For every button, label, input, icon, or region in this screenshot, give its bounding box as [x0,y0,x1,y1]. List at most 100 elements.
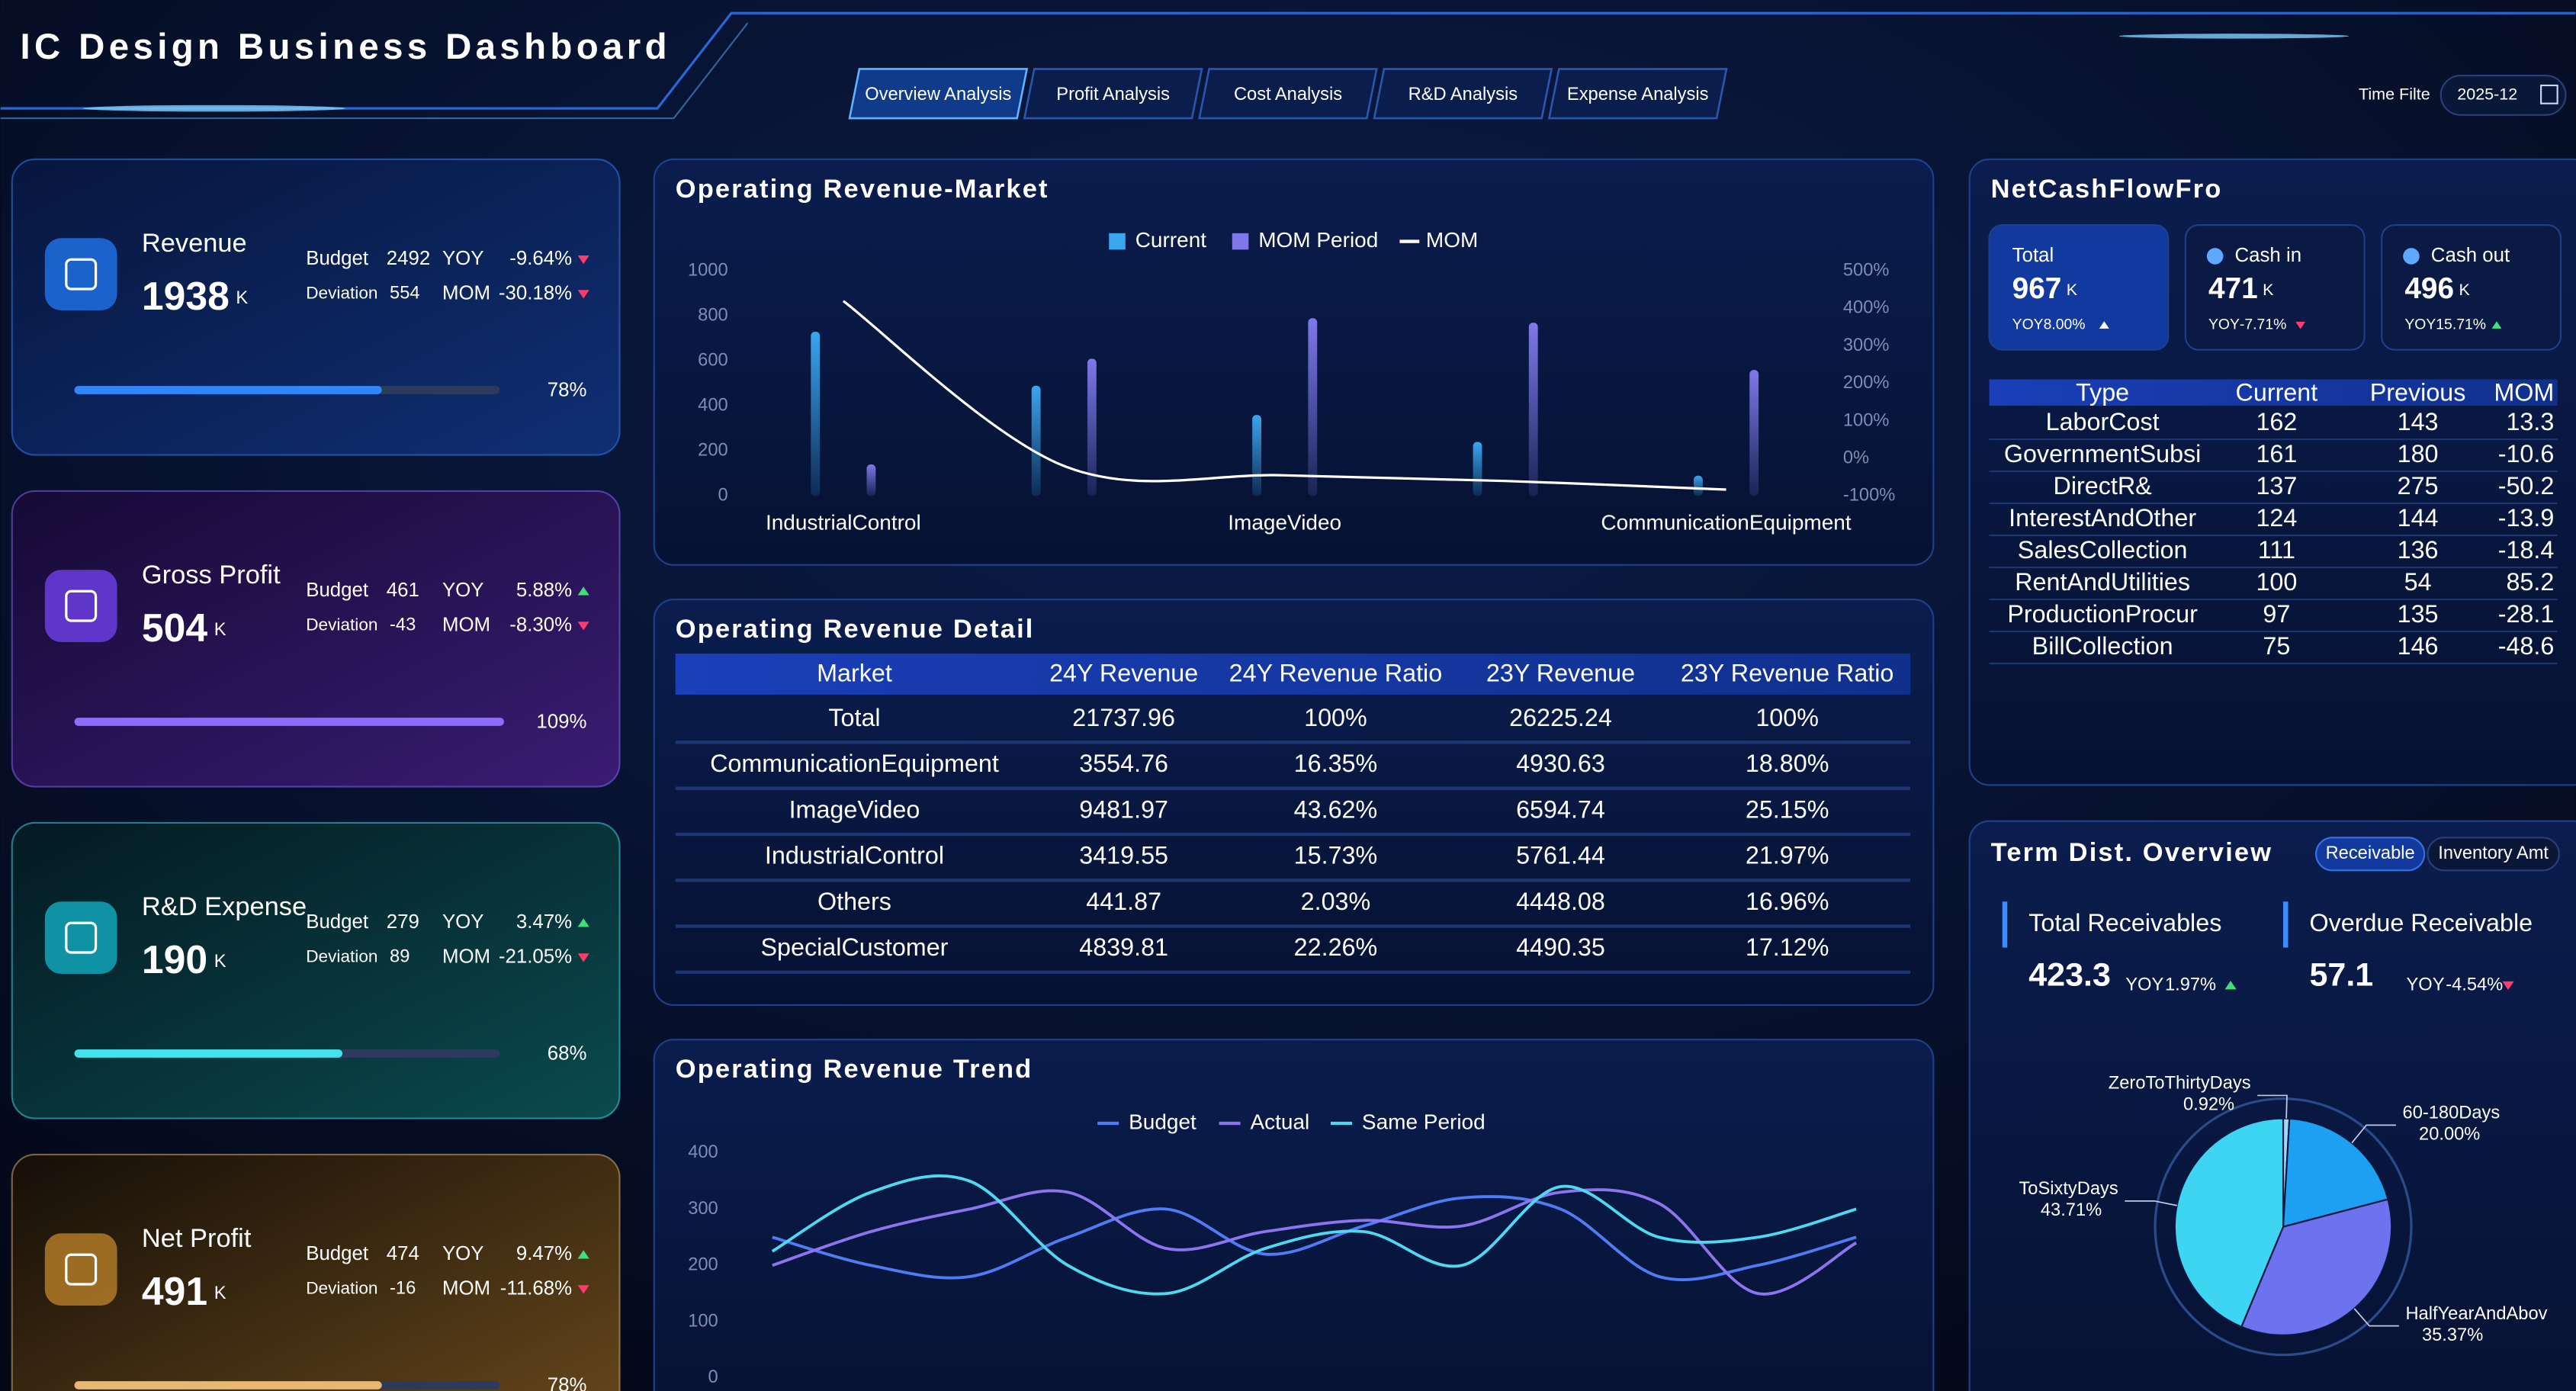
time-filter-value[interactable]: 2025-12 [2457,85,2517,104]
table-cell: 100% [1755,704,1819,731]
tab[interactable] [1198,68,1378,120]
table-cell: 54 [2404,568,2432,596]
kpi-icon-inner [65,589,98,622]
kpi-card [11,821,621,1120]
yoy-label: YOY [442,248,484,269]
progress-label: 78% [548,379,587,400]
down-arrow [577,255,589,265]
toggle-label[interactable]: Inventory Amt [2438,843,2549,863]
legend-swatch [1232,233,1249,250]
table-cell: 3554.76 [1079,750,1168,777]
budget-value: 279 [387,911,419,933]
deviation-label: Deviation [306,283,377,302]
y-tick-label: 100 [688,1311,718,1331]
legend-label: Actual [1250,1110,1309,1133]
table-cell: 85.2 [2506,568,2554,596]
x-tick-label: ImageVideo [1228,510,1341,534]
table-cell: 15.73% [1294,842,1378,869]
yoy-value: -7.71% [2240,316,2286,333]
table-cell: 146 [2398,632,2439,660]
y-tick-label: 600 [698,351,728,371]
tab-label[interactable]: Expense Analysis [1567,85,1709,104]
metric-label: Total Receivables [2028,909,2221,936]
mom-value: -11.68% [500,1277,572,1299]
pie-value-label: 35.37% [2422,1325,2483,1345]
table-cell: ProductionProcur [2007,600,2198,628]
kpi-unit: K [214,952,226,972]
panel [653,598,1935,1007]
toggle-label[interactable]: Receivable [2326,843,2415,863]
cash-unit: K [2459,281,2470,299]
pie-label: 60-180Days [2403,1103,2501,1123]
pie-value-label: 20.00% [2419,1125,2480,1145]
panel-title: Operating Revenue Trend [676,1055,1033,1084]
progress-label: 68% [548,1042,587,1064]
column-header: 23Y Revenue [1486,660,1635,687]
table-cell: 21737.96 [1072,704,1175,731]
yoy-label: YOY [2208,316,2240,333]
table-cell: 22.26% [1294,933,1378,961]
up-arrow [2099,321,2109,329]
time-filter-box[interactable] [2439,74,2567,116]
kpi-icon-inner [65,258,98,291]
bar [1031,385,1041,496]
table-cell: 21.97% [1746,842,1829,869]
tab[interactable] [1547,68,1728,120]
cash-card [1988,223,2170,351]
pie-label: ToSixtyDays [2019,1179,2118,1199]
panel-title: Operating Revenue-Market [676,175,1049,204]
tab-label[interactable]: Profit Analysis [1056,85,1170,104]
table-cell: 100 [2256,568,2297,596]
kpi-title: Gross Profit [142,561,281,589]
cash-value-number: 471 [2208,272,2258,305]
pie-leader [2257,1094,2288,1119]
budget-value: 474 [387,1243,419,1264]
panel-title: NetCashFlowFro [1991,175,2223,204]
cash-value-number: 496 [2404,272,2454,305]
calendar-icon [2540,84,2558,104]
budget-label: Budget [306,580,368,601]
tab-label[interactable]: Overview Analysis [865,85,1011,104]
kpi-unit: K [236,288,248,308]
yoy-value: 15.71% [2436,316,2486,333]
table-header [675,654,1911,695]
tab-label[interactable]: Cost Analysis [1234,85,1342,104]
tab[interactable] [1373,68,1553,120]
table-cell: -28.1 [2498,600,2555,628]
tab[interactable] [848,68,1029,120]
header-glow [2118,34,2350,39]
yoy-value: 8.00% [2044,316,2086,333]
table-cell: 162 [2256,408,2297,435]
bar [1694,475,1703,496]
toggle[interactable] [2427,837,2560,872]
down-arrow [2295,321,2306,329]
table-cell: RentAndUtilities [2015,568,2190,596]
mom-label: MOM [442,614,490,635]
kpi-card [11,158,621,456]
toggle[interactable] [2315,837,2426,872]
yoy-value: 3.47% [516,911,572,933]
yoy-label: YOY [442,911,484,933]
table-cell: -10.6 [2498,440,2555,467]
table-cell: CommunicationEquipment [710,750,999,777]
column-header: MOM [2494,378,2554,406]
tab-label[interactable]: R&D Analysis [1408,85,1518,104]
table-cell: 5761.44 [1516,842,1605,869]
table-cell: 144 [2398,504,2439,532]
cash-card [2184,223,2366,351]
table-cell: Others [817,888,891,915]
kpi-value: 504 K [142,606,226,650]
table-cell: 97 [2263,600,2290,628]
metric-value: 423.3 [2028,957,2111,994]
progress-label: 78% [548,1374,587,1391]
table-cell: 6594.74 [1516,795,1605,823]
tab[interactable] [1023,68,1203,120]
table-cell: 17.12% [1746,933,1829,961]
deviation-value: 89 [390,947,410,967]
cash-card-value: 496 K [2404,272,2470,305]
column-header: 24Y Revenue [1049,660,1198,687]
table-cell: 16.96% [1746,888,1829,915]
budget-value: 461 [387,580,419,601]
bar [866,464,876,496]
kpi-value-number: 1938 [142,274,230,318]
